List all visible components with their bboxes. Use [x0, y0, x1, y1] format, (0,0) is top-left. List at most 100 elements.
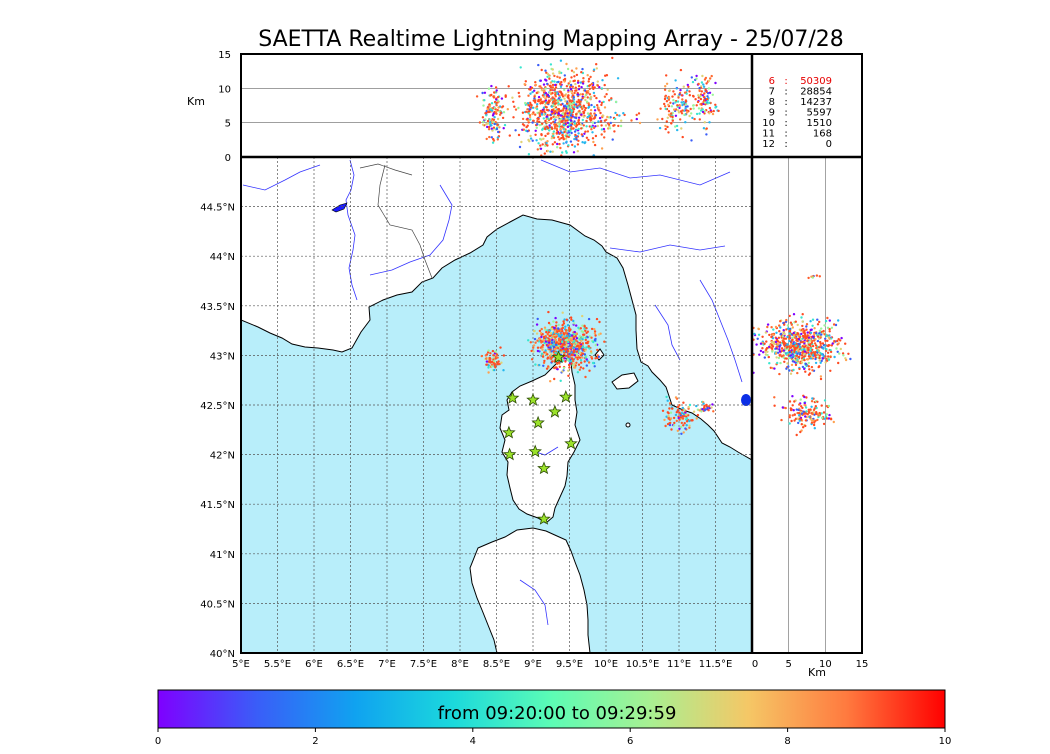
mainland-land: [241, 157, 752, 461]
stats-value: 1510: [807, 118, 832, 129]
lightning-source-point: [544, 349, 547, 352]
side-source-point: [824, 344, 827, 347]
altitude-source-point: [495, 110, 498, 113]
altitude-source-point: [564, 137, 568, 140]
lightning-source-point: [555, 366, 558, 369]
altitude-source-point: [701, 94, 704, 97]
side-source-point: [803, 367, 806, 371]
altitude-source-point: [619, 124, 623, 128]
altitude-source-point: [540, 133, 543, 137]
altitude-source-point: [569, 87, 573, 91]
lightning-source-point: [707, 409, 710, 412]
altitude-source-point: [565, 117, 568, 121]
side-source-point: [773, 404, 776, 407]
altitude-source-point: [680, 112, 684, 115]
lightning-source-point: [492, 354, 495, 357]
lightning-source-point: [570, 318, 573, 321]
altitude-source-point: [483, 91, 487, 95]
altitude-source-point: [565, 151, 568, 154]
altitude-source-point: [484, 118, 487, 121]
altitude-source-point: [581, 93, 584, 96]
side-source-point: [765, 340, 768, 343]
altitude-source-point: [669, 115, 672, 118]
lightning-source-point: [594, 343, 597, 347]
altitude-source-point: [677, 111, 681, 114]
side-source-point: [816, 335, 820, 338]
altitude-source-point: [568, 102, 571, 105]
altitude-source-point: [527, 153, 531, 156]
altitude-source-point: [689, 107, 692, 111]
latitude-tick-label: 42.5°N: [200, 401, 235, 412]
lightning-source-point: [676, 409, 680, 412]
lightning-source-point: [558, 365, 561, 368]
altitude-source-point: [543, 110, 546, 113]
lightning-source-point: [550, 353, 553, 356]
altitude-source-point: [664, 95, 667, 98]
side-source-point: [810, 400, 814, 403]
colorbar-time-label: from 09:20:00 to 09:29:59: [438, 703, 677, 724]
side-source-point: [799, 398, 802, 401]
altitude-source-point: [597, 106, 600, 110]
altitude-source-point: [582, 77, 585, 80]
altitude-source-point: [575, 116, 578, 120]
side-source-point: [793, 400, 796, 403]
side-source-point: [786, 351, 790, 354]
altitude-source-point: [572, 151, 576, 154]
altitude-source-point: [539, 98, 542, 101]
altitude-source-point: [488, 105, 491, 108]
altitude-source-point: [527, 102, 530, 105]
side-source-point: [822, 411, 826, 414]
side-source-point: [805, 410, 808, 413]
altitude-source-point: [558, 118, 561, 122]
altitude-source-point: [563, 105, 567, 108]
altitude-source-point: [564, 100, 567, 103]
side-source-point: [779, 320, 782, 323]
altitude-source-point: [637, 112, 641, 115]
side-source-point: [785, 367, 788, 370]
altitude-source-point: [492, 112, 495, 115]
lightning-source-point: [585, 364, 588, 367]
side-source-point: [789, 372, 793, 375]
altitude-source-point: [483, 99, 486, 102]
altitude-source-point: [586, 112, 590, 115]
altitude-source-point: [587, 80, 590, 83]
side-source-point: [801, 324, 804, 328]
side-source-point: [806, 339, 809, 343]
lightning-source-point: [575, 337, 579, 340]
altitude-source-point: [527, 112, 530, 115]
stats-value: 50309: [800, 76, 832, 87]
altitude-source-point: [553, 123, 556, 126]
lightning-source-point: [536, 349, 540, 353]
side-source-point: [820, 359, 823, 363]
lma-station-star: [564, 436, 578, 450]
side-source-point: [824, 361, 827, 364]
altitude-source-point: [580, 113, 583, 116]
side-source-point: [811, 344, 815, 348]
altitude-source-point: [579, 123, 583, 126]
altitude-source-point: [572, 71, 576, 74]
altitude-source-point: [683, 113, 686, 117]
altitude-source-point: [688, 114, 691, 118]
altitude-source-point: [690, 76, 693, 79]
altitude-source-point: [591, 137, 595, 140]
lightning-source-point: [543, 351, 546, 354]
lightning-source-point: [584, 329, 587, 332]
lightning-source-point: [579, 352, 582, 355]
altitude-source-point: [661, 117, 664, 121]
altitude-source-point: [677, 96, 680, 99]
altitude-source-point: [574, 128, 578, 131]
side-tick-label: 15: [856, 659, 869, 670]
lightning-source-point: [588, 335, 591, 338]
altitude-source-point: [512, 116, 515, 119]
altitude-source-point: [702, 96, 706, 99]
altitude-source-point: [549, 117, 553, 120]
lightning-source-point: [490, 365, 494, 368]
side-source-point: [798, 403, 801, 406]
altitude-source-point: [606, 88, 609, 92]
side-source-point: [753, 332, 756, 336]
longitude-tick-label: 11.5°E: [699, 659, 733, 670]
side-source-point: [842, 354, 845, 357]
colorbar-tick-label: 8: [784, 736, 790, 747]
altitude-source-point: [569, 119, 573, 122]
lightning-source-point: [663, 418, 666, 422]
